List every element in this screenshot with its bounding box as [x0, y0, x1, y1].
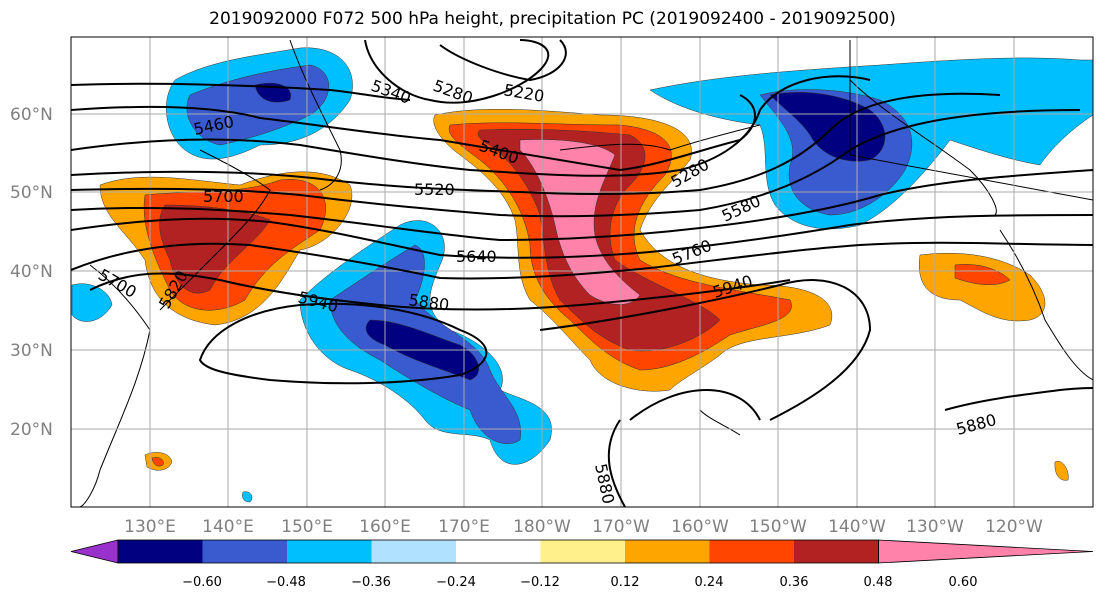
colorbar: [70, 539, 1094, 564]
colorbar-tick-label: 0.12: [611, 575, 640, 590]
colorbar-tick-label: 0.60: [949, 575, 978, 590]
colorbar-segment: [287, 540, 372, 563]
coastlines: [79, 39, 1093, 507]
lon-label: 120°W: [985, 517, 1043, 537]
colorbar-tick-label: −0.12: [520, 575, 560, 590]
map-border: [70, 36, 1094, 508]
height-contours: [71, 39, 1093, 507]
colorbar-tick-label: 0.36: [780, 575, 809, 590]
lon-label: 180°W: [513, 517, 571, 537]
lat-labels: 60°N 50°N 40°N 30°N 20°N: [10, 105, 53, 440]
lat-label: 40°N: [10, 262, 53, 282]
colorbar-tick-label: −0.24: [436, 575, 476, 590]
lat-label: 20°N: [10, 420, 53, 440]
lon-label: 160°W: [671, 517, 729, 537]
contour-label: 5640: [456, 247, 497, 266]
colorbar-tick-label: −0.60: [182, 575, 222, 590]
lon-label: 170°W: [592, 517, 650, 537]
lon-labels: 130°E 140°E 150°E 160°E 170°E 180°W 170°…: [124, 517, 1043, 537]
map-title: 2019092000 F072 500 hPa height, precipit…: [209, 9, 896, 29]
colorbar-segment: [456, 540, 541, 563]
colorbar-segment: [202, 540, 288, 563]
colorbar-segment: [540, 540, 626, 563]
lat-label: 50°N: [10, 183, 53, 203]
colorbar-tick-label: −0.36: [351, 575, 391, 590]
colorbar-segment: [118, 540, 203, 563]
colorbar-segment: [625, 540, 710, 563]
lon-label: 150°E: [281, 517, 333, 537]
colorbar-outline: [117, 539, 879, 564]
colorbar-extend-min: [70, 539, 119, 564]
lat-label: 30°N: [10, 341, 53, 361]
colorbar-segment: [794, 540, 879, 563]
contour-label: 5700: [203, 187, 244, 206]
lon-label: 150°W: [749, 517, 807, 537]
lon-label: 130°E: [124, 517, 176, 537]
colorbar-tick-label: −0.48: [266, 575, 306, 590]
lon-label: 140°W: [828, 517, 886, 537]
lon-label: 140°E: [202, 517, 254, 537]
lon-label: 160°E: [359, 517, 411, 537]
colorbar-tick-label: 0.48: [864, 575, 893, 590]
contour-label: 5520: [414, 180, 455, 199]
lat-label: 60°N: [10, 105, 53, 125]
colorbar-segment: [371, 540, 457, 563]
lon-label: 170°E: [438, 517, 490, 537]
precip-shading: [71, 47, 1093, 503]
colorbar-tick-labels: −0.60 −0.48 −0.36 −0.24 −0.12 0.12 0.24 …: [182, 575, 977, 590]
lon-label: 130°W: [906, 517, 964, 537]
colorbar-segment: [709, 540, 795, 563]
colorbar-extend-max: [878, 539, 1094, 564]
colorbar-tick-label: 0.24: [695, 575, 724, 590]
